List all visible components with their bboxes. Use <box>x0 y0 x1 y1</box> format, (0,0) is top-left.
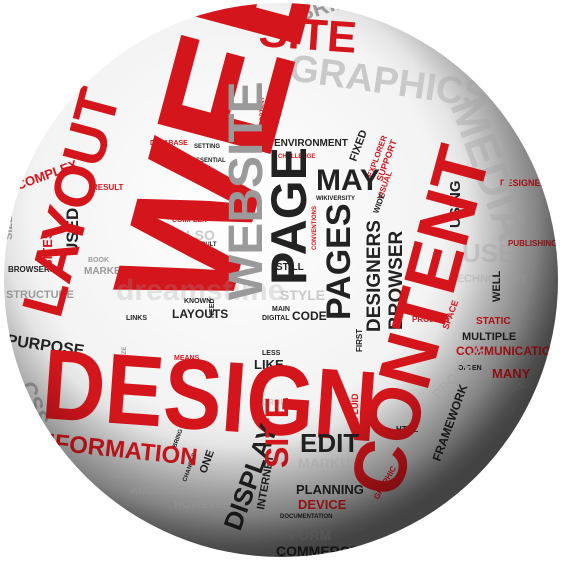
sphere-edge-shading <box>4 3 558 557</box>
